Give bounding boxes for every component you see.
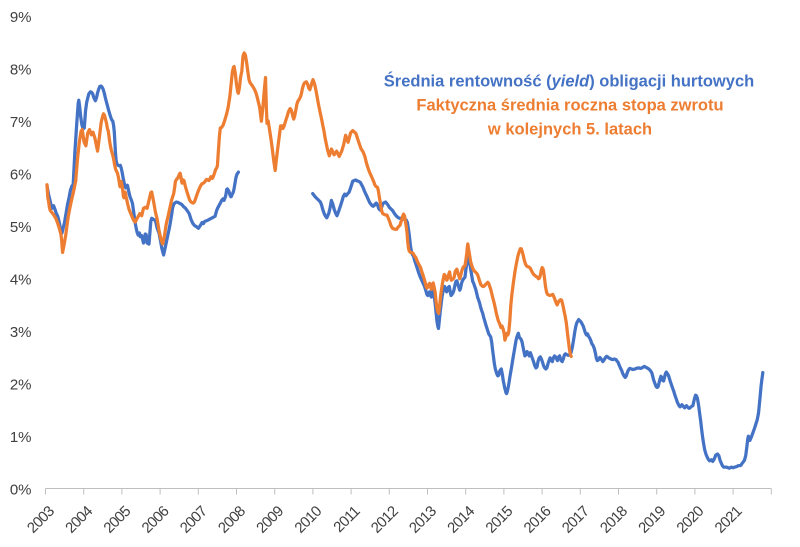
svg-text:2007: 2007 — [177, 503, 211, 537]
svg-text:2021: 2021 — [712, 503, 746, 537]
svg-text:5%: 5% — [10, 219, 32, 236]
svg-text:2003: 2003 — [24, 503, 58, 537]
svg-text:2010: 2010 — [291, 503, 325, 537]
svg-text:2016: 2016 — [521, 503, 555, 537]
svg-text:2019: 2019 — [635, 503, 669, 537]
svg-text:2008: 2008 — [215, 503, 249, 537]
svg-text:Średnia rentowność (yield) obl: Średnia rentowność (yield) obligacji hur… — [384, 72, 754, 91]
svg-text:w kolejnych 5. latach: w kolejnych 5. latach — [487, 121, 652, 139]
svg-text:2014: 2014 — [444, 503, 478, 537]
svg-text:2%: 2% — [10, 376, 32, 393]
svg-text:2018: 2018 — [597, 503, 631, 537]
svg-text:2004: 2004 — [62, 503, 96, 537]
svg-text:2015: 2015 — [482, 503, 516, 537]
svg-text:Faktyczna średnia roczna stopa: Faktyczna średnia roczna stopa zwrotu — [416, 97, 723, 115]
svg-text:2020: 2020 — [673, 503, 707, 537]
svg-text:2005: 2005 — [100, 503, 134, 537]
svg-text:2006: 2006 — [139, 503, 173, 537]
svg-text:0%: 0% — [10, 481, 32, 498]
svg-text:2009: 2009 — [253, 503, 287, 537]
svg-text:4%: 4% — [10, 271, 32, 288]
svg-text:8%: 8% — [10, 61, 32, 78]
svg-text:7%: 7% — [10, 114, 32, 131]
svg-text:2011: 2011 — [330, 503, 363, 536]
svg-text:6%: 6% — [10, 166, 32, 183]
svg-text:2017: 2017 — [559, 503, 593, 537]
svg-text:9%: 9% — [10, 9, 32, 26]
svg-text:3%: 3% — [10, 324, 32, 341]
svg-text:2013: 2013 — [406, 503, 440, 537]
svg-text:1%: 1% — [10, 429, 32, 446]
svg-text:2012: 2012 — [368, 503, 402, 537]
